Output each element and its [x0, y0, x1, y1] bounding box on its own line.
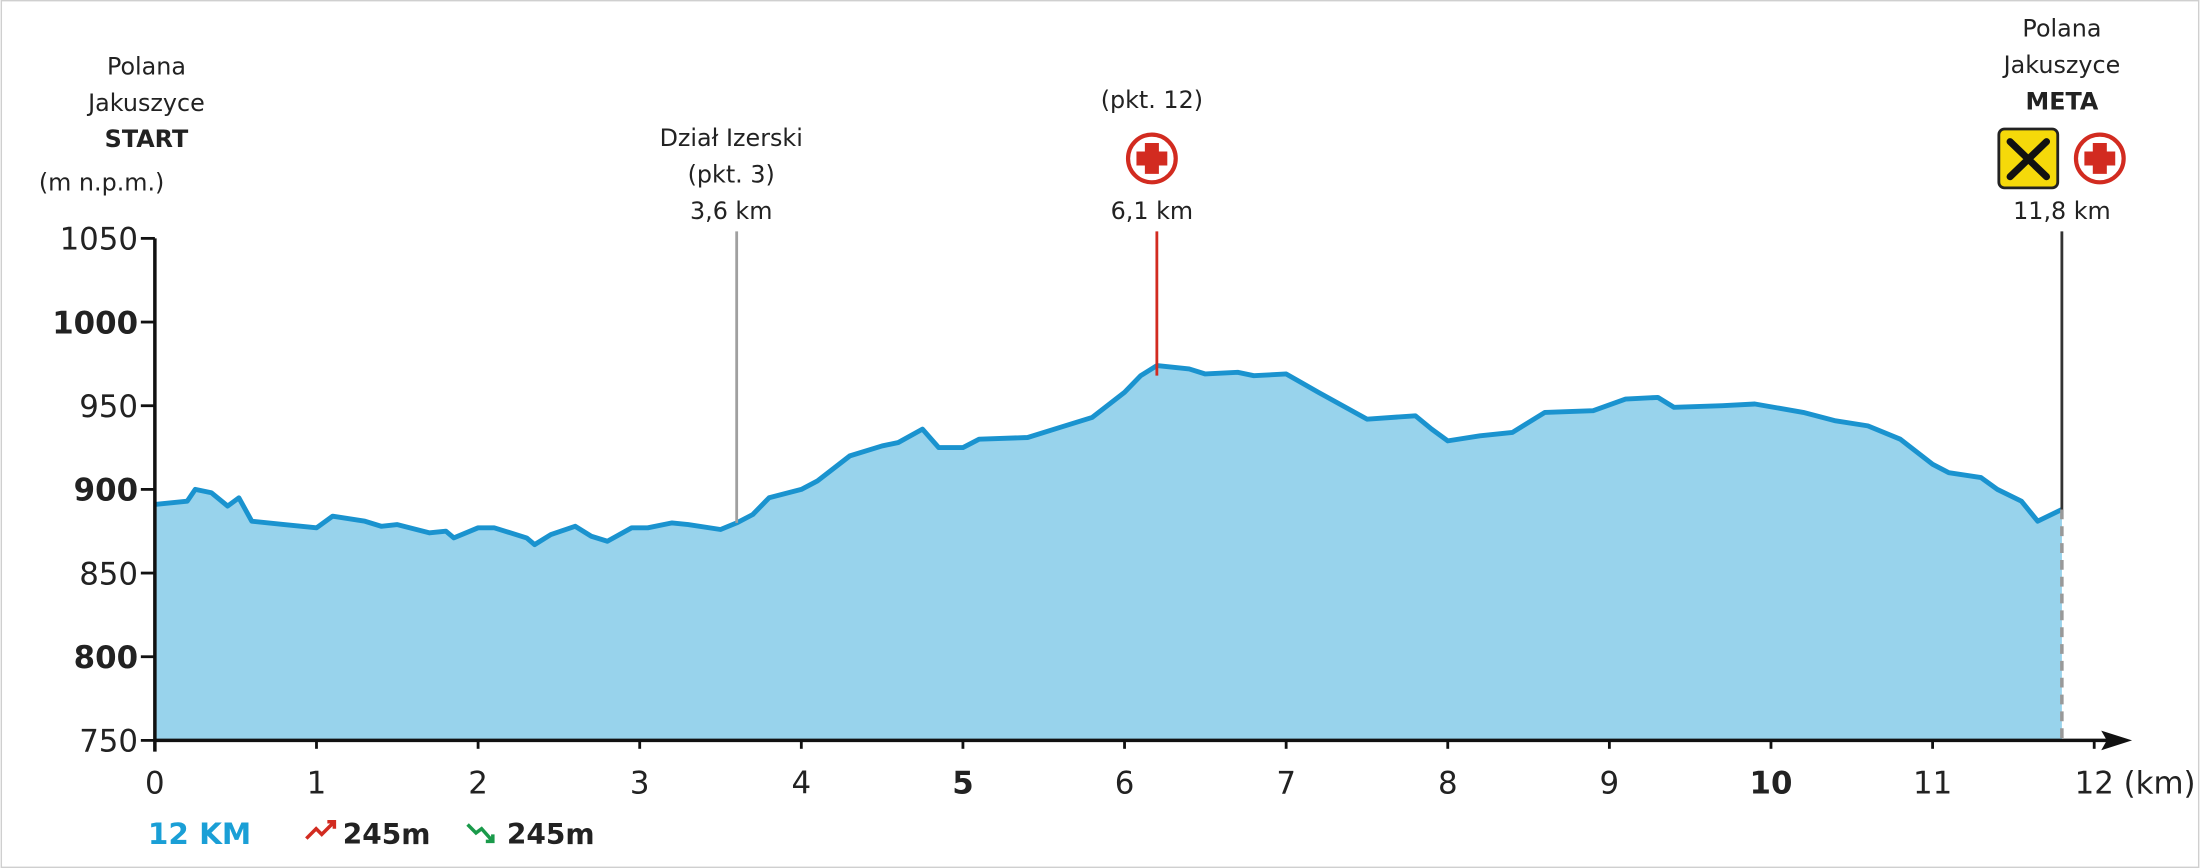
y-tick-label: 900: [74, 473, 138, 509]
x-axis-label: (km): [2124, 766, 2196, 802]
start-name-2: Jakuszyce: [86, 89, 205, 117]
pkt12-point: (pkt. 12): [1101, 86, 1203, 114]
x-tick-label: 2: [468, 766, 488, 802]
x-tick-label: 8: [1438, 766, 1458, 802]
y-axis-label: (m n.p.m.): [39, 169, 165, 197]
x-tick-label: 5: [952, 766, 973, 802]
y-tick-label: 750: [79, 724, 138, 760]
meta-km: 11,8 km: [2013, 197, 2111, 225]
dzial-izerski-point: (pkt. 3): [688, 160, 775, 188]
y-tick-label: 950: [79, 389, 138, 425]
x-tick-label: 12: [2075, 766, 2114, 802]
meta-name-2: Jakuszyce: [2002, 51, 2121, 79]
x-tick-label: 9: [1600, 766, 1620, 802]
total-descent: 245m: [507, 818, 595, 851]
x-tick-label: 0: [145, 766, 165, 802]
first-aid-icon: [1125, 132, 1178, 185]
pkt12-km: 6,1 km: [1111, 197, 1193, 225]
x-tick-label: 3: [630, 766, 650, 802]
start-label: START: [105, 125, 189, 153]
elevation-line: [154, 363, 2064, 548]
descent-icon: [466, 823, 495, 844]
first-aid-icon: [2073, 132, 2126, 185]
food-icon: [1997, 127, 2060, 190]
x-tick-label: 11: [1913, 766, 1952, 802]
dzial-izerski-km: 3,6 km: [690, 197, 772, 225]
x-tick-label: 1: [307, 766, 327, 802]
meta-label: META: [2026, 87, 2099, 115]
meta-name-1: Polana: [2022, 14, 2101, 42]
dzial-izerski-name: Dział Izerski: [660, 124, 803, 152]
total-ascent: 245m: [343, 818, 431, 851]
start-name-1: Polana: [107, 52, 186, 80]
elevation-area: [154, 365, 2062, 741]
x-tick-label: 4: [792, 766, 812, 802]
y-tick-label: 1000: [52, 305, 138, 341]
ascent-icon: [305, 819, 337, 840]
y-tick-label: 1050: [60, 222, 138, 258]
y-tick-label: 850: [79, 556, 138, 592]
x-tick-label: 7: [1276, 766, 1296, 802]
x-axis-arrow: [2101, 730, 2133, 751]
total-distance: 12 KM: [148, 817, 251, 851]
y-tick-label: 800: [74, 640, 138, 676]
x-tick-label: 10: [1750, 766, 1793, 802]
x-tick-label: 6: [1115, 766, 1135, 802]
